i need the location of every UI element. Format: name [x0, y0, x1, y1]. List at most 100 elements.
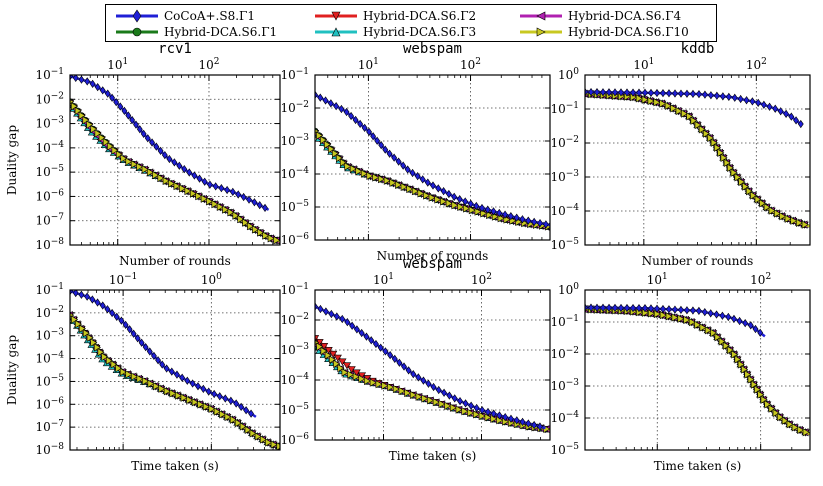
series-marker	[202, 402, 210, 411]
series-marker	[109, 308, 115, 318]
y-tick-label: 100	[558, 282, 579, 297]
series-marker	[598, 90, 606, 100]
series-marker	[411, 187, 419, 196]
series-marker	[612, 303, 618, 313]
series-marker	[434, 195, 442, 204]
series-marker	[622, 306, 632, 314]
series-marker	[721, 341, 730, 349]
series-marker	[538, 424, 547, 432]
series-marker	[594, 90, 602, 99]
series-marker	[172, 182, 180, 191]
y-tick-label: 10−3	[550, 378, 579, 393]
series-marker	[535, 425, 544, 433]
series-marker	[130, 161, 139, 169]
y-tick-label: 10−6	[280, 432, 309, 447]
series-marker	[394, 181, 402, 189]
series-marker	[317, 93, 324, 102]
series-marker	[698, 125, 706, 134]
series-marker	[124, 157, 132, 167]
series-marker	[357, 119, 364, 129]
series-marker	[451, 404, 460, 412]
series-marker	[135, 162, 143, 172]
series-marker	[713, 334, 722, 342]
series-marker	[221, 205, 231, 213]
plot-area	[70, 75, 280, 245]
series-marker	[647, 96, 655, 106]
series-marker	[692, 322, 702, 330]
series-marker	[742, 182, 750, 191]
series-marker	[417, 189, 425, 198]
series-marker	[167, 179, 177, 187]
series-marker	[315, 134, 324, 142]
series-marker	[381, 381, 389, 390]
series-marker	[544, 223, 550, 230]
series-marker	[503, 216, 510, 223]
series-marker	[689, 117, 698, 125]
series-marker	[800, 220, 809, 228]
series-marker	[246, 195, 252, 204]
series-marker	[331, 151, 340, 159]
series-marker	[324, 353, 332, 360]
series-marker	[592, 91, 602, 99]
series-marker	[391, 354, 398, 364]
series-marker	[386, 383, 394, 392]
y-tick-label: 10−4	[550, 410, 579, 425]
series-marker	[781, 416, 789, 425]
series-marker	[70, 99, 75, 107]
series-marker	[344, 164, 353, 172]
series-marker	[383, 178, 392, 186]
series-marker	[790, 423, 799, 431]
series-line	[70, 100, 280, 243]
series-marker	[674, 106, 682, 116]
series-marker	[389, 179, 399, 187]
series-marker	[676, 314, 685, 322]
y-tick-label: 10−3	[280, 342, 309, 357]
series-marker	[257, 228, 265, 237]
series-marker	[74, 106, 82, 116]
series-line	[70, 290, 257, 418]
series-marker	[388, 179, 396, 187]
series-marker	[774, 209, 782, 218]
series-marker	[746, 375, 754, 384]
series-marker	[451, 201, 459, 210]
series-marker	[206, 404, 216, 412]
series-marker	[725, 92, 732, 101]
series-marker	[509, 216, 517, 225]
series-marker	[767, 404, 775, 413]
series-marker	[722, 158, 730, 168]
series-marker	[687, 317, 695, 327]
series-marker	[630, 307, 638, 316]
series-marker	[480, 209, 490, 217]
legend-label-hybrid-g2: Hybrid-DCA.S6.Γ2	[363, 9, 477, 23]
series-marker	[246, 222, 255, 230]
x-tick-label: 102	[198, 57, 219, 72]
series-marker	[421, 394, 429, 403]
series-marker	[634, 307, 644, 315]
series-marker	[398, 387, 406, 396]
series-marker	[604, 305, 614, 313]
series-marker	[479, 203, 485, 213]
series-marker	[777, 212, 785, 221]
series-marker	[256, 230, 265, 238]
series-marker	[709, 329, 717, 337]
series-line	[70, 75, 270, 211]
series-marker	[399, 387, 408, 395]
series-marker	[767, 206, 776, 214]
series-marker	[737, 360, 745, 369]
series-marker	[468, 207, 477, 215]
series-marker	[479, 412, 489, 420]
series-marker	[119, 367, 127, 377]
panel-4: 10−610−510−410−310−210−1 101 102webspamTim…	[280, 256, 551, 463]
y-tick-label: 10−7	[35, 419, 64, 434]
series-marker	[184, 395, 192, 405]
series-marker	[347, 371, 355, 379]
series-marker	[657, 99, 665, 108]
series-marker	[703, 129, 711, 138]
series-marker	[594, 305, 602, 314]
series-marker	[705, 133, 715, 141]
series-marker	[722, 160, 731, 168]
series-marker	[457, 203, 466, 211]
series-marker	[366, 171, 374, 180]
series-marker	[797, 425, 805, 435]
series-marker	[471, 411, 480, 419]
